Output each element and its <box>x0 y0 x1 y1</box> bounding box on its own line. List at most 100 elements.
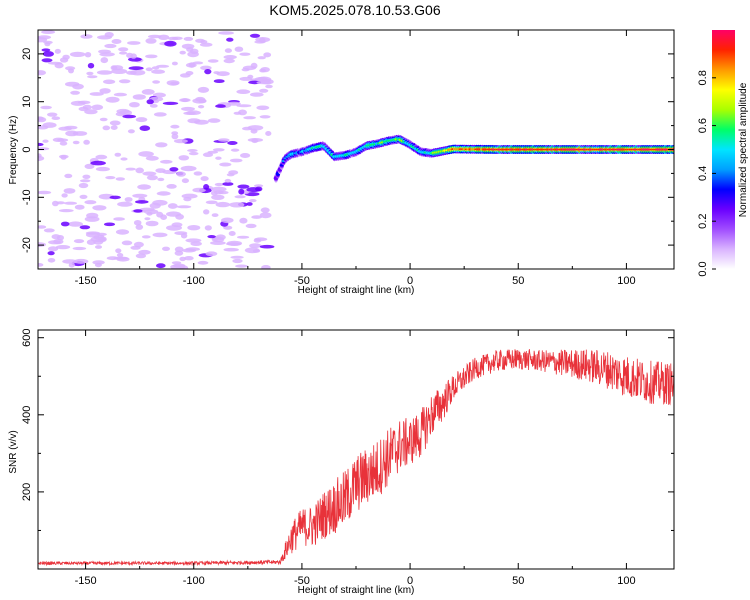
noise-blob <box>224 178 232 183</box>
noise-blob <box>187 51 199 58</box>
noise-blob <box>239 52 251 56</box>
noise-blob <box>228 231 236 236</box>
noise-blob <box>115 229 130 235</box>
noise-blob <box>223 55 237 60</box>
noise-blob <box>51 116 61 120</box>
noise-blob <box>86 71 94 76</box>
noise-blob <box>102 125 111 131</box>
noise-blob <box>249 92 264 97</box>
noise-blob <box>38 142 44 147</box>
noise-blob <box>261 265 271 269</box>
noise-blob <box>183 111 196 116</box>
noise-blob <box>183 197 192 202</box>
noise-blob <box>214 182 224 187</box>
noise-blob <box>211 194 225 200</box>
snr-ticks: -150 -100 -50 0 50 100 200 400 600 <box>21 329 674 587</box>
noise-blob <box>132 193 148 198</box>
noise-blob <box>68 262 75 268</box>
noise-blob <box>243 116 256 120</box>
noise-blob <box>255 186 263 192</box>
noise-blob <box>133 220 142 226</box>
noise-blob <box>121 240 133 246</box>
x-tick-label: 0 <box>407 275 413 287</box>
noise-blob <box>230 148 240 152</box>
noise-blob <box>72 83 84 90</box>
noise-blob <box>170 81 180 86</box>
noise-blob <box>238 109 247 116</box>
noise-blob <box>145 220 159 227</box>
noise-blob <box>178 155 190 161</box>
noise-blob <box>260 207 270 213</box>
noise-blob <box>254 40 266 44</box>
noise-blob <box>72 246 87 251</box>
noise-blob <box>257 56 266 60</box>
noise-blob <box>128 66 144 71</box>
noise-blob <box>157 177 165 182</box>
noise-blob <box>234 195 246 199</box>
noise-blob <box>265 131 272 136</box>
colorbar-tick-label: 0.4 <box>697 166 709 181</box>
noise-blob <box>58 209 74 213</box>
spectrogram-heatmap <box>38 30 674 269</box>
snr-series <box>38 349 674 567</box>
x-tick-label: 100 <box>617 575 635 587</box>
noise-blob <box>103 222 116 227</box>
noise-blob <box>109 195 121 200</box>
noise-blob <box>235 264 248 268</box>
noise-blob <box>160 159 173 164</box>
noise-blob <box>207 235 216 239</box>
snr-panel: -150 -100 -50 0 50 100 200 400 600 Height of str… <box>8 329 675 596</box>
noise-blob <box>156 263 166 269</box>
noise-blob <box>61 193 68 198</box>
noise-blob <box>43 228 55 233</box>
noise-blob <box>223 225 233 230</box>
noise-blob <box>104 43 117 49</box>
noise-blob <box>93 239 104 245</box>
noise-blob <box>69 51 86 58</box>
snr-xlabel: Height of straight line (km) <box>298 585 415 596</box>
noise-blob <box>198 105 205 109</box>
noise-blob <box>223 247 239 252</box>
noise-blob <box>162 101 179 105</box>
noise-blob <box>127 57 142 62</box>
noise-blob <box>40 105 52 110</box>
noise-blob <box>117 201 133 207</box>
noise-blob <box>95 245 102 249</box>
noise-blob <box>59 141 68 146</box>
x-tick-label: -150 <box>75 275 97 287</box>
noise-blob <box>254 184 264 188</box>
noise-blob <box>72 140 80 145</box>
noise-blob <box>59 57 69 63</box>
noise-blob <box>78 106 89 112</box>
noise-blob <box>38 117 47 123</box>
noise-blob <box>62 259 78 264</box>
noise-blob <box>200 176 209 182</box>
colorbar: 0.0 0.2 0.4 0.6 0.8 Normalized spectral ampl… <box>697 30 749 277</box>
noise-blob <box>187 225 201 231</box>
noise-blob <box>204 225 212 231</box>
noise-blob <box>181 106 195 111</box>
noise-blob <box>86 212 99 219</box>
noise-blob <box>162 246 170 251</box>
noise-blob <box>84 200 97 205</box>
noise-blob <box>171 133 179 140</box>
spectrogram-ylabel: Frequency (Hz) <box>8 116 19 185</box>
noise-blob <box>176 171 186 177</box>
noise-blob <box>247 138 264 142</box>
y-tick-label: 600 <box>21 329 33 347</box>
y-tick-label: 0 <box>21 146 33 152</box>
noise-blob <box>144 217 151 221</box>
noise-blob <box>182 248 197 253</box>
noise-blob <box>239 217 248 224</box>
noise-blob <box>203 184 210 190</box>
noise-blob <box>38 155 45 162</box>
noise-blob <box>205 200 218 205</box>
y-tick-label: 400 <box>21 406 33 424</box>
noise-blob <box>82 174 91 179</box>
noise-blob <box>181 178 189 184</box>
noise-blob <box>70 90 80 95</box>
noise-blob <box>43 40 53 45</box>
noise-blob <box>230 255 244 259</box>
noise-blob <box>138 151 154 157</box>
